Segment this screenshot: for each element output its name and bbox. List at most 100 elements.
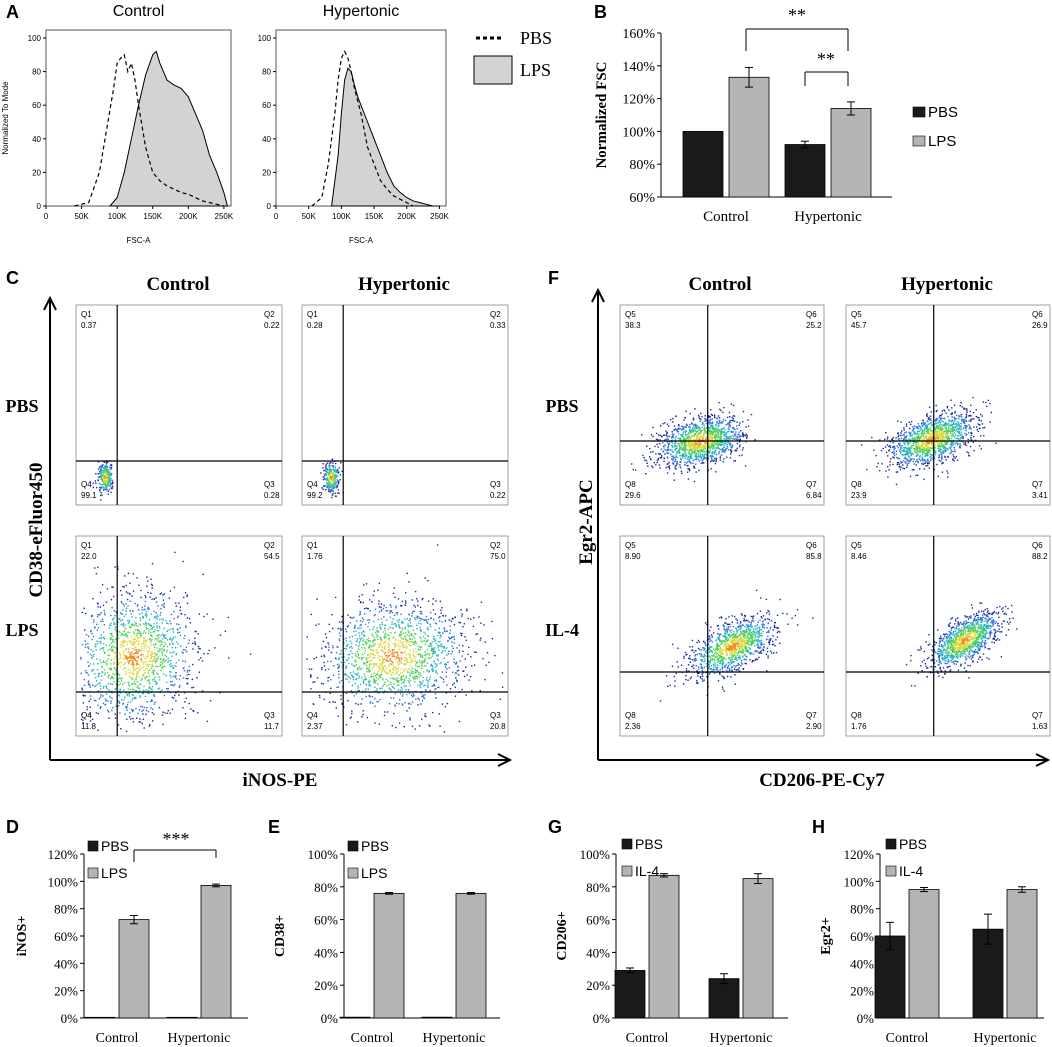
event-dot bbox=[410, 658, 412, 661]
event-dot bbox=[123, 682, 126, 684]
event-dot bbox=[702, 455, 704, 457]
event-dot bbox=[651, 465, 653, 467]
event-dot bbox=[158, 706, 161, 709]
event-dot bbox=[358, 675, 361, 677]
event-dot bbox=[685, 441, 688, 444]
x-tick-label: 100K bbox=[108, 212, 127, 221]
event-dot bbox=[108, 717, 110, 719]
bar-lps-hypertonic bbox=[455, 892, 487, 1019]
event-dot bbox=[691, 442, 693, 444]
event-dot bbox=[418, 698, 420, 701]
event-dot bbox=[384, 647, 386, 649]
event-dot bbox=[688, 449, 691, 452]
event-dot bbox=[681, 434, 683, 436]
event-dot bbox=[462, 626, 464, 628]
event-dot bbox=[162, 663, 164, 665]
event-dot bbox=[146, 701, 148, 703]
y-tick-label: 0 bbox=[267, 202, 272, 211]
event-dot bbox=[110, 634, 113, 636]
event-dot bbox=[337, 480, 340, 482]
event-dot bbox=[355, 630, 357, 632]
event-dot bbox=[351, 675, 354, 677]
event-dot bbox=[145, 676, 147, 678]
event-dot bbox=[391, 686, 394, 688]
event-dot bbox=[122, 603, 124, 605]
y-tick-label: 80 bbox=[262, 68, 271, 77]
event-dot bbox=[198, 659, 200, 661]
event-dot bbox=[151, 584, 153, 586]
bar-il-4-control bbox=[908, 889, 940, 1019]
event-dot bbox=[391, 627, 393, 629]
event-dot bbox=[149, 683, 151, 685]
event-dot bbox=[145, 632, 147, 634]
event-dot bbox=[101, 583, 104, 586]
event-dot bbox=[132, 709, 135, 711]
bar-pbs-hypertonic bbox=[784, 144, 826, 198]
event-dot bbox=[697, 439, 700, 441]
event-dot bbox=[113, 622, 115, 624]
event-dot bbox=[144, 671, 146, 674]
event-dot bbox=[709, 427, 711, 430]
event-dot bbox=[198, 671, 200, 673]
event-dot bbox=[110, 482, 112, 485]
event-dot bbox=[725, 438, 728, 440]
event-dot bbox=[341, 615, 343, 618]
event-dot bbox=[160, 661, 162, 664]
event-dot bbox=[708, 444, 710, 446]
event-dot bbox=[409, 672, 411, 674]
event-dot bbox=[712, 456, 714, 458]
event-dot bbox=[120, 728, 122, 730]
bar-pbs-control bbox=[614, 970, 646, 1019]
event-dot bbox=[107, 654, 109, 656]
event-dot bbox=[132, 674, 135, 676]
event-dot bbox=[120, 601, 123, 603]
event-dot bbox=[170, 659, 172, 662]
event-dot bbox=[671, 449, 673, 451]
event-dot bbox=[700, 454, 702, 456]
event-dot bbox=[712, 460, 715, 462]
event-dot bbox=[332, 465, 335, 467]
event-dot bbox=[132, 610, 134, 612]
event-dot bbox=[344, 673, 347, 675]
event-dot bbox=[703, 428, 705, 430]
event-dot bbox=[203, 653, 205, 655]
event-dot bbox=[684, 443, 686, 445]
event-dot bbox=[152, 669, 154, 672]
event-dot bbox=[382, 663, 384, 665]
event-dot bbox=[719, 459, 722, 461]
event-dot bbox=[151, 699, 153, 701]
event-dot bbox=[687, 461, 689, 463]
event-dot bbox=[111, 483, 113, 485]
event-dot bbox=[432, 650, 435, 652]
event-dot bbox=[425, 665, 427, 667]
event-dot bbox=[390, 689, 392, 691]
event-dot bbox=[184, 649, 187, 651]
event-dot bbox=[392, 636, 395, 638]
event-dot bbox=[438, 620, 441, 622]
event-dot bbox=[103, 609, 105, 612]
event-dot bbox=[106, 474, 108, 476]
event-dot bbox=[325, 474, 328, 476]
event-dot bbox=[118, 662, 120, 664]
event-dot bbox=[399, 635, 401, 637]
event-dot bbox=[391, 654, 394, 656]
event-dot bbox=[109, 677, 112, 680]
legend-pbs-label: PBS bbox=[520, 28, 552, 48]
event-dot bbox=[713, 459, 715, 462]
event-dot bbox=[135, 652, 137, 654]
event-dot bbox=[717, 424, 719, 427]
event-dot bbox=[346, 675, 349, 677]
event-dot bbox=[92, 668, 95, 671]
event-dot bbox=[315, 624, 317, 626]
event-dot bbox=[110, 637, 112, 639]
event-dot bbox=[139, 634, 141, 636]
event-dot bbox=[163, 635, 165, 637]
event-dot bbox=[398, 674, 400, 676]
lps-histogram-area bbox=[108, 50, 229, 207]
event-dot bbox=[372, 639, 375, 642]
event-dot bbox=[382, 642, 385, 644]
event-dot bbox=[376, 690, 378, 692]
event-dot bbox=[692, 428, 694, 431]
event-dot bbox=[118, 664, 120, 666]
event-dot bbox=[94, 673, 96, 675]
